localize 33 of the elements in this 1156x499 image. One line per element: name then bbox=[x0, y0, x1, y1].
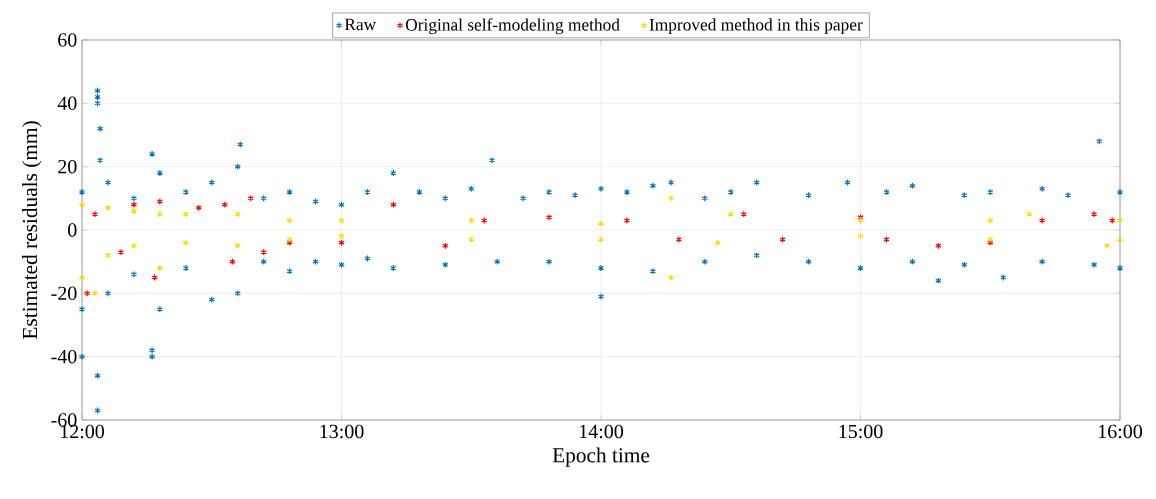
y-tick-label: 0 bbox=[68, 223, 77, 237]
x-tick-label: 13:00 bbox=[320, 424, 364, 439]
y-tick-label: -20 bbox=[51, 286, 77, 301]
point bbox=[130, 242, 138, 250]
point bbox=[667, 194, 675, 203]
y-axis-title: Estimated residuals (mm) bbox=[22, 121, 42, 340]
y-tick-label: 60 bbox=[58, 33, 77, 47]
x-tick-label: 16:00 bbox=[1098, 424, 1143, 439]
point bbox=[117, 248, 125, 256]
point bbox=[130, 201, 138, 209]
legend-label: Original self-modeling method bbox=[405, 18, 620, 35]
point bbox=[545, 213, 553, 222]
x-tick-label: 14:00 bbox=[579, 424, 624, 439]
legend-label: Raw bbox=[344, 18, 377, 31]
point bbox=[156, 198, 163, 206]
point bbox=[156, 264, 163, 272]
point bbox=[91, 210, 99, 218]
point bbox=[130, 207, 138, 215]
point bbox=[156, 210, 163, 218]
point bbox=[91, 289, 99, 298]
x-tick-label: 15:00 bbox=[839, 424, 883, 439]
x-axis-title: Epoch time bbox=[552, 447, 650, 467]
y-tick-label: -40 bbox=[51, 350, 77, 364]
point bbox=[104, 251, 112, 260]
point bbox=[104, 204, 112, 212]
point bbox=[182, 239, 189, 247]
legend-label: Improved method in this paper bbox=[649, 18, 863, 35]
point bbox=[1090, 210, 1098, 218]
y-tick-label: 20 bbox=[58, 160, 77, 174]
point bbox=[78, 201, 86, 209]
point bbox=[597, 220, 605, 228]
y-tick-label: 40 bbox=[57, 96, 77, 111]
point bbox=[1103, 242, 1111, 250]
